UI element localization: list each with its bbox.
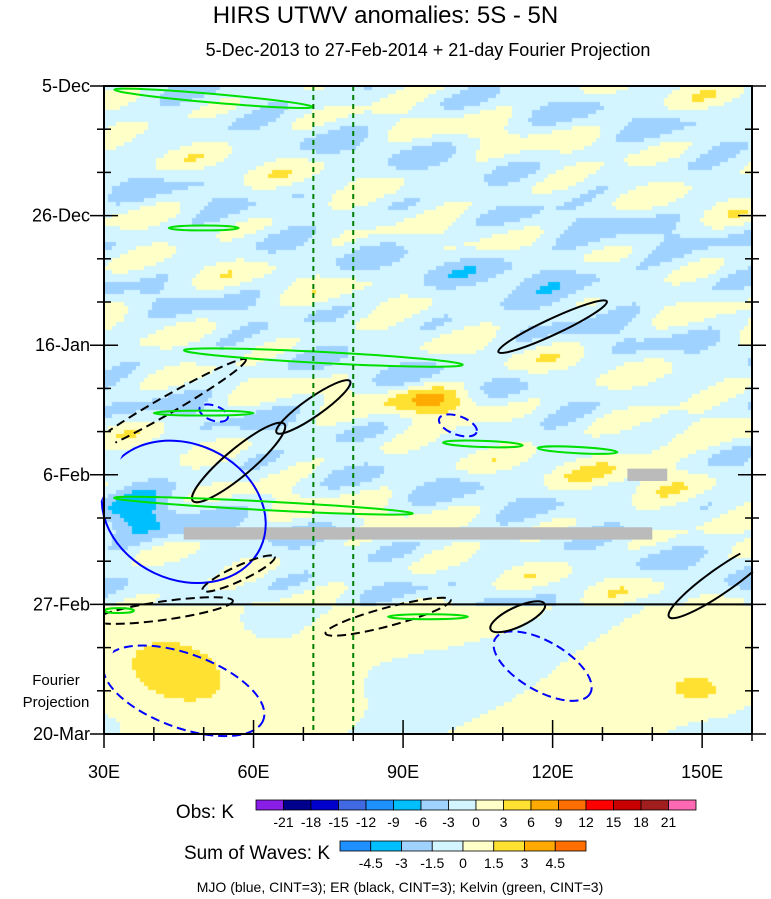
kelvin-positive-contour xyxy=(152,409,255,417)
obs-colorbar-level-label: 18 xyxy=(633,814,649,830)
obs-colorbar-level-label: 0 xyxy=(472,814,480,830)
mjo-negative-contour xyxy=(437,413,478,438)
obs-colorbar-swatch xyxy=(613,799,642,811)
waves-colorbar-level-label: 3 xyxy=(521,855,529,871)
waves-colorbar-swatch xyxy=(524,840,556,852)
er-negative-contour xyxy=(93,596,234,625)
obs-colorbar-swatch xyxy=(283,799,312,811)
waves-colorbar-swatch xyxy=(462,840,495,852)
kelvin-positive-contour xyxy=(104,607,135,615)
er-negative-contour xyxy=(201,554,276,593)
y-tick-label: 6-Feb xyxy=(43,465,90,485)
obs-colorbar-swatch xyxy=(558,799,587,811)
waves-colorbar-swatch xyxy=(370,840,402,852)
obs-colorbar-level-label: -12 xyxy=(356,814,376,830)
obs-colorbar-swatch xyxy=(640,799,669,811)
waves-colorbar-swatch xyxy=(401,840,433,852)
y-tick-label: 27-Feb xyxy=(33,594,90,614)
kelvin-positive-contour xyxy=(387,613,469,621)
waves-colorbar-label: Sum of Waves: K xyxy=(184,843,330,864)
er-positive-contour xyxy=(275,379,352,435)
kelvin-positive-contour xyxy=(113,87,314,110)
kelvin-positive-contour xyxy=(441,439,524,449)
obs-colorbar-level-label: -3 xyxy=(442,814,455,830)
waves-colorbar-swatch xyxy=(554,840,587,852)
er-positive-contour xyxy=(497,299,608,354)
obs-colorbar-level-label: -15 xyxy=(328,814,348,830)
obs-colorbar-level-label: 21 xyxy=(661,814,677,830)
mjo-negative-contour xyxy=(492,630,593,702)
kelvin-positive-contour xyxy=(113,495,414,516)
waves-colorbar-level-label: 0 xyxy=(459,855,467,871)
obs-colorbar-swatch xyxy=(475,799,504,811)
waves-colorbar-swatch xyxy=(339,840,372,852)
waves-colorbar-level-label: -4.5 xyxy=(359,855,383,871)
plot-frame xyxy=(103,85,753,735)
kelvin-positive-contour xyxy=(167,224,240,232)
obs-colorbar-swatch xyxy=(310,799,339,811)
y-tick-label: 26-Dec xyxy=(32,206,90,226)
missing-data-bar xyxy=(183,527,653,540)
kelvin-positive-contour xyxy=(536,445,619,455)
y-tick-label: 5-Dec xyxy=(42,76,90,96)
er-positive-contour xyxy=(667,540,771,620)
obs-colorbar-swatch xyxy=(448,799,477,811)
x-tick-label: 150E xyxy=(681,762,723,782)
obs-colorbar-swatch xyxy=(503,799,532,811)
y-tick-label: 16-Jan xyxy=(35,335,90,355)
waves-colorbar-level-label: 4.5 xyxy=(546,855,566,871)
obs-colorbar-level-label: -9 xyxy=(387,814,400,830)
obs-colorbar-level-label: -6 xyxy=(415,814,428,830)
er-negative-contour xyxy=(324,596,452,637)
projection-label: Projection xyxy=(23,694,90,711)
kelvin-positive-contour xyxy=(182,347,464,368)
missing-data-bar xyxy=(627,468,668,481)
waves-colorbar-swatch xyxy=(493,840,525,852)
waves-colorbar-swatch xyxy=(431,840,464,852)
chart-title: HIRS UTWV anomalies: 5S - 5N xyxy=(212,2,559,29)
obs-colorbar-swatch xyxy=(393,799,422,811)
obs-colorbar-level-label: -18 xyxy=(301,814,321,830)
x-tick-label: 120E xyxy=(532,762,574,782)
x-tick-label: 60E xyxy=(238,762,270,782)
y-tick-label: 20-Mar xyxy=(33,724,90,744)
waves-colorbar-level-label: -3 xyxy=(395,855,408,871)
waves-colorbar-level-label: -1.5 xyxy=(420,855,444,871)
obs-colorbar-level-label: 3 xyxy=(500,814,508,830)
obs-colorbar-label: Obs: K xyxy=(176,802,234,823)
obs-colorbar-level-label: -21 xyxy=(273,814,293,830)
obs-colorbar-swatch xyxy=(338,799,367,811)
contour-legend: MJO (blue, CINT=3); ER (black, CINT=3); … xyxy=(197,879,604,895)
obs-colorbar-swatch xyxy=(668,799,697,811)
mjo-positive-contour xyxy=(100,439,267,585)
er-negative-contour xyxy=(80,357,247,456)
obs-colorbar-swatch xyxy=(530,799,559,811)
obs-colorbar-level-label: 15 xyxy=(606,814,622,830)
obs-colorbar-swatch xyxy=(420,799,449,811)
projection-label: Fourier xyxy=(32,672,80,689)
mjo-negative-contour xyxy=(102,644,266,738)
obs-colorbar-swatch xyxy=(255,799,284,811)
mjo-negative-contour xyxy=(198,403,229,423)
chart-subtitle: 5-Dec-2013 to 27-Feb-2014 + 21-day Fouri… xyxy=(205,40,651,60)
obs-colorbar-level-label: 9 xyxy=(555,814,563,830)
obs-colorbar-swatch xyxy=(365,799,394,811)
obs-colorbar-swatch xyxy=(585,799,614,811)
x-tick-label: 90E xyxy=(387,762,419,782)
obs-colorbar-level-label: 12 xyxy=(578,814,594,830)
er-positive-contour xyxy=(190,421,287,504)
obs-colorbar-level-label: 6 xyxy=(527,814,535,830)
waves-colorbar-level-label: 1.5 xyxy=(484,855,504,871)
x-tick-label: 30E xyxy=(88,762,120,782)
